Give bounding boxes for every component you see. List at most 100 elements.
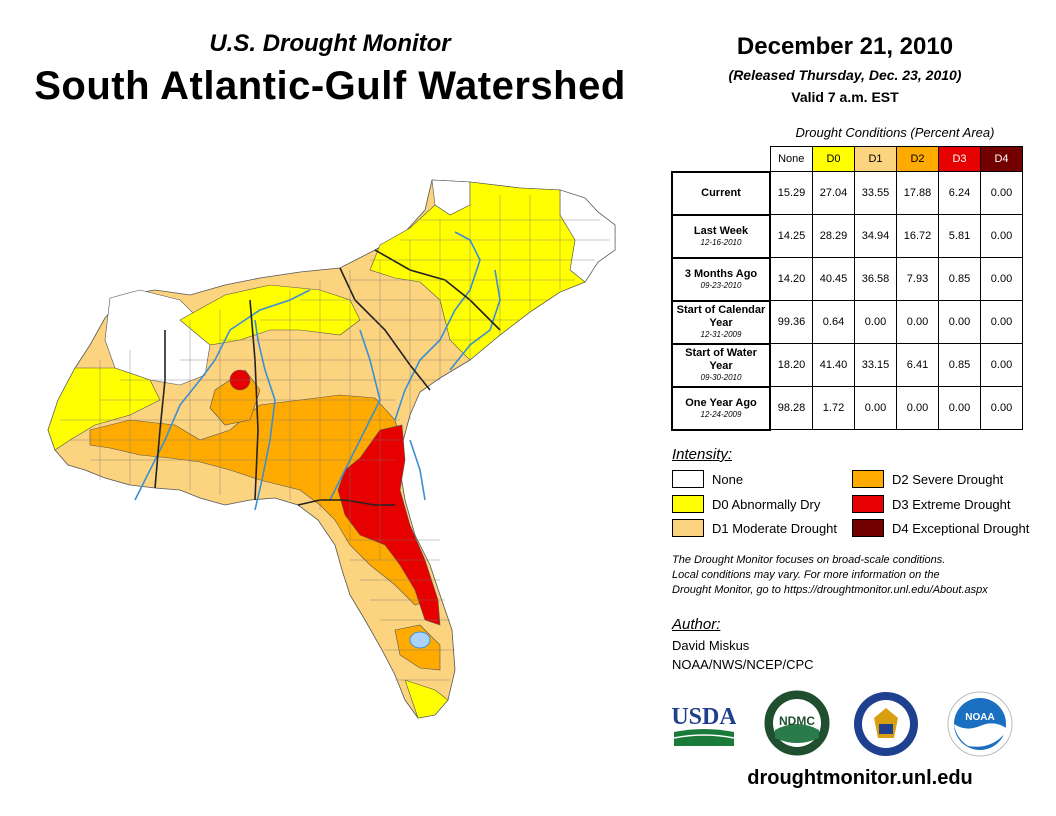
- note-line: Local conditions may vary. For more info…: [672, 569, 940, 581]
- table-cell: 0.85: [938, 343, 981, 387]
- none-area-west: [104, 289, 211, 386]
- map-title: South Atlantic-Gulf Watershed: [34, 64, 626, 108]
- drought-map: [47, 179, 616, 719]
- table-cell: 0.00: [854, 300, 897, 344]
- table-cell: 33.15: [854, 343, 897, 387]
- table-cell: 0.00: [896, 386, 939, 430]
- county-lines: [60, 195, 610, 681]
- table-cell: 15.29: [769, 171, 813, 215]
- table-cell: 5.81: [938, 214, 981, 258]
- map-date: December 21, 2010: [736, 33, 954, 60]
- legend-label: D1 Moderate Drought: [712, 520, 838, 536]
- table-cell: 28.29: [812, 214, 855, 258]
- table-cell: 0.00: [980, 257, 1023, 301]
- table-cell: 0.00: [938, 300, 981, 344]
- table-cell: 14.20: [769, 257, 813, 301]
- author-name: David Miskus: [672, 638, 750, 653]
- table-cell: 0.00: [896, 300, 939, 344]
- table-caption: Drought Conditions (Percent Area): [795, 125, 995, 140]
- row-label-date: 09-30-2010: [700, 373, 742, 382]
- row-label: Start of Calendar Year 12-31-2009: [671, 299, 771, 345]
- table-row: Start of Water Year 09-30-2010 18.20 41.40 3…: [671, 342, 1023, 388]
- legend-title: Intensity:: [672, 446, 733, 463]
- table-cell: 0.00: [854, 386, 897, 430]
- row-label-text: Start of Calendar Year: [676, 304, 766, 329]
- table-row: Current 15.29 27.04 33.55 17.88 6.24 0.00: [671, 170, 1023, 216]
- d0-area-northeast: [369, 181, 586, 361]
- legend-item-d1: D1 Moderate Drought: [672, 519, 837, 537]
- table-cell: 33.55: [854, 171, 897, 215]
- table-cell: 40.45: [812, 257, 855, 301]
- table-row: Start of Calendar Year 12-31-2009 99.36 0.6…: [671, 299, 1023, 345]
- legend-item-d2: D2 Severe Drought: [852, 470, 1003, 488]
- d3-area-coastal: [337, 424, 441, 626]
- table-cell: 0.00: [980, 214, 1023, 258]
- table-cell: 36.58: [854, 257, 897, 301]
- table-cell: 14.25: [769, 214, 813, 258]
- d0-area-florida-south: [404, 679, 449, 719]
- drought-conditions-table: None D0 D1 D2 D3 D4 Current 15.29 27.04 33.…: [671, 146, 1023, 431]
- table-row: One Year Ago 12-24-2009 98.28 1.72 0.00 0.00 0…: [671, 385, 1023, 431]
- row-label-text: 3 Months Ago: [684, 267, 758, 280]
- lake-okeechobee: [409, 631, 431, 649]
- row-label-text: Last Week: [693, 224, 749, 237]
- column-header-d0: D0: [812, 146, 855, 172]
- row-label-date: 12-24-2009: [700, 409, 742, 419]
- ndmc-logo-text: NDMC: [779, 714, 815, 728]
- row-label-date: 12-31-2009: [700, 330, 742, 339]
- table-cell: 7.93: [896, 257, 939, 301]
- note-line: Drought Monitor, go to https://droughtmo…: [672, 584, 988, 596]
- row-label: One Year Ago 12-24-2009: [671, 385, 771, 431]
- noaa-logo-text: NOAA: [965, 712, 994, 723]
- table-cell: 6.41: [896, 343, 939, 387]
- table-row: Last Week 12-16-2010 14.25 28.29 34.94 16.72 5…: [671, 213, 1023, 259]
- legend-swatch: [672, 495, 704, 513]
- table-cell: 99.36: [769, 300, 813, 344]
- legend-label: D4 Exceptional Drought: [892, 520, 1030, 536]
- legend-item-d0: D0 Abnormally Dry: [672, 495, 820, 513]
- row-label-date: 12-16-2010: [700, 237, 742, 247]
- legend-label: None: [712, 471, 744, 487]
- row-label-text: Current: [701, 186, 741, 199]
- noaa-logo: NOAA: [947, 691, 1013, 757]
- legend-label: D2 Severe Drought: [892, 471, 1004, 487]
- table-cell: 0.85: [938, 257, 981, 301]
- release-date: (Released Thursday, Dec. 23, 2010): [728, 67, 962, 83]
- table-cell: 0.00: [980, 300, 1023, 344]
- table-cell: 0.00: [938, 386, 981, 430]
- legend-swatch: [852, 470, 884, 488]
- website-url[interactable]: droughtmonitor.unl.edu: [747, 767, 973, 789]
- legend-item-d3: D3 Extreme Drought: [852, 495, 1011, 513]
- column-header-d1: D1: [854, 146, 897, 172]
- legend-label: D3 Extreme Drought: [892, 496, 1011, 512]
- legend-swatch: [852, 495, 884, 513]
- legend-swatch: [852, 519, 884, 537]
- legend-item-none: None: [672, 470, 743, 488]
- table-cell: 6.24: [938, 171, 981, 215]
- disclaimer-note: The Drought Monitor focuses on broad-sca…: [672, 553, 1042, 598]
- note-line: The Drought Monitor focuses on broad-sca…: [672, 554, 946, 566]
- table-cell: 18.20: [769, 343, 813, 387]
- table-cell: 98.28: [769, 386, 813, 430]
- table-cell: 17.88: [896, 171, 939, 215]
- author-organization: NOAA/NWS/NCEP/CPC: [672, 657, 814, 672]
- legend-item-d4: D4 Exceptional Drought: [852, 519, 1029, 537]
- ndmc-logo: NDMC: [763, 689, 831, 757]
- author-label: Author:: [672, 616, 721, 633]
- column-header-none: None: [769, 146, 813, 172]
- row-label: Start of Water Year 09-30-2010: [671, 342, 771, 388]
- row-label-text: Start of Water Year: [685, 347, 757, 372]
- row-label: 3 Months Ago 09-23-2010: [671, 256, 771, 302]
- svg-text:USDA: USDA: [672, 704, 736, 730]
- table-cell: 34.94: [854, 214, 897, 258]
- commerce-seal-logo: [854, 692, 918, 756]
- table-row: 3 Months Ago 09-23-2010 14.20 40.45 36.58 7.9…: [671, 256, 1023, 302]
- legend-swatch: [672, 470, 704, 488]
- table-cell: 41.40: [812, 343, 855, 387]
- row-label: Current: [671, 170, 771, 216]
- row-label-date: 09-23-2010: [700, 280, 742, 290]
- table-cell: 0.00: [980, 343, 1023, 387]
- column-header-d4: D4: [980, 146, 1023, 172]
- legend-label: D0 Abnormally Dry: [712, 496, 821, 512]
- map-subtitle: U.S. Drought Monitor: [209, 30, 451, 57]
